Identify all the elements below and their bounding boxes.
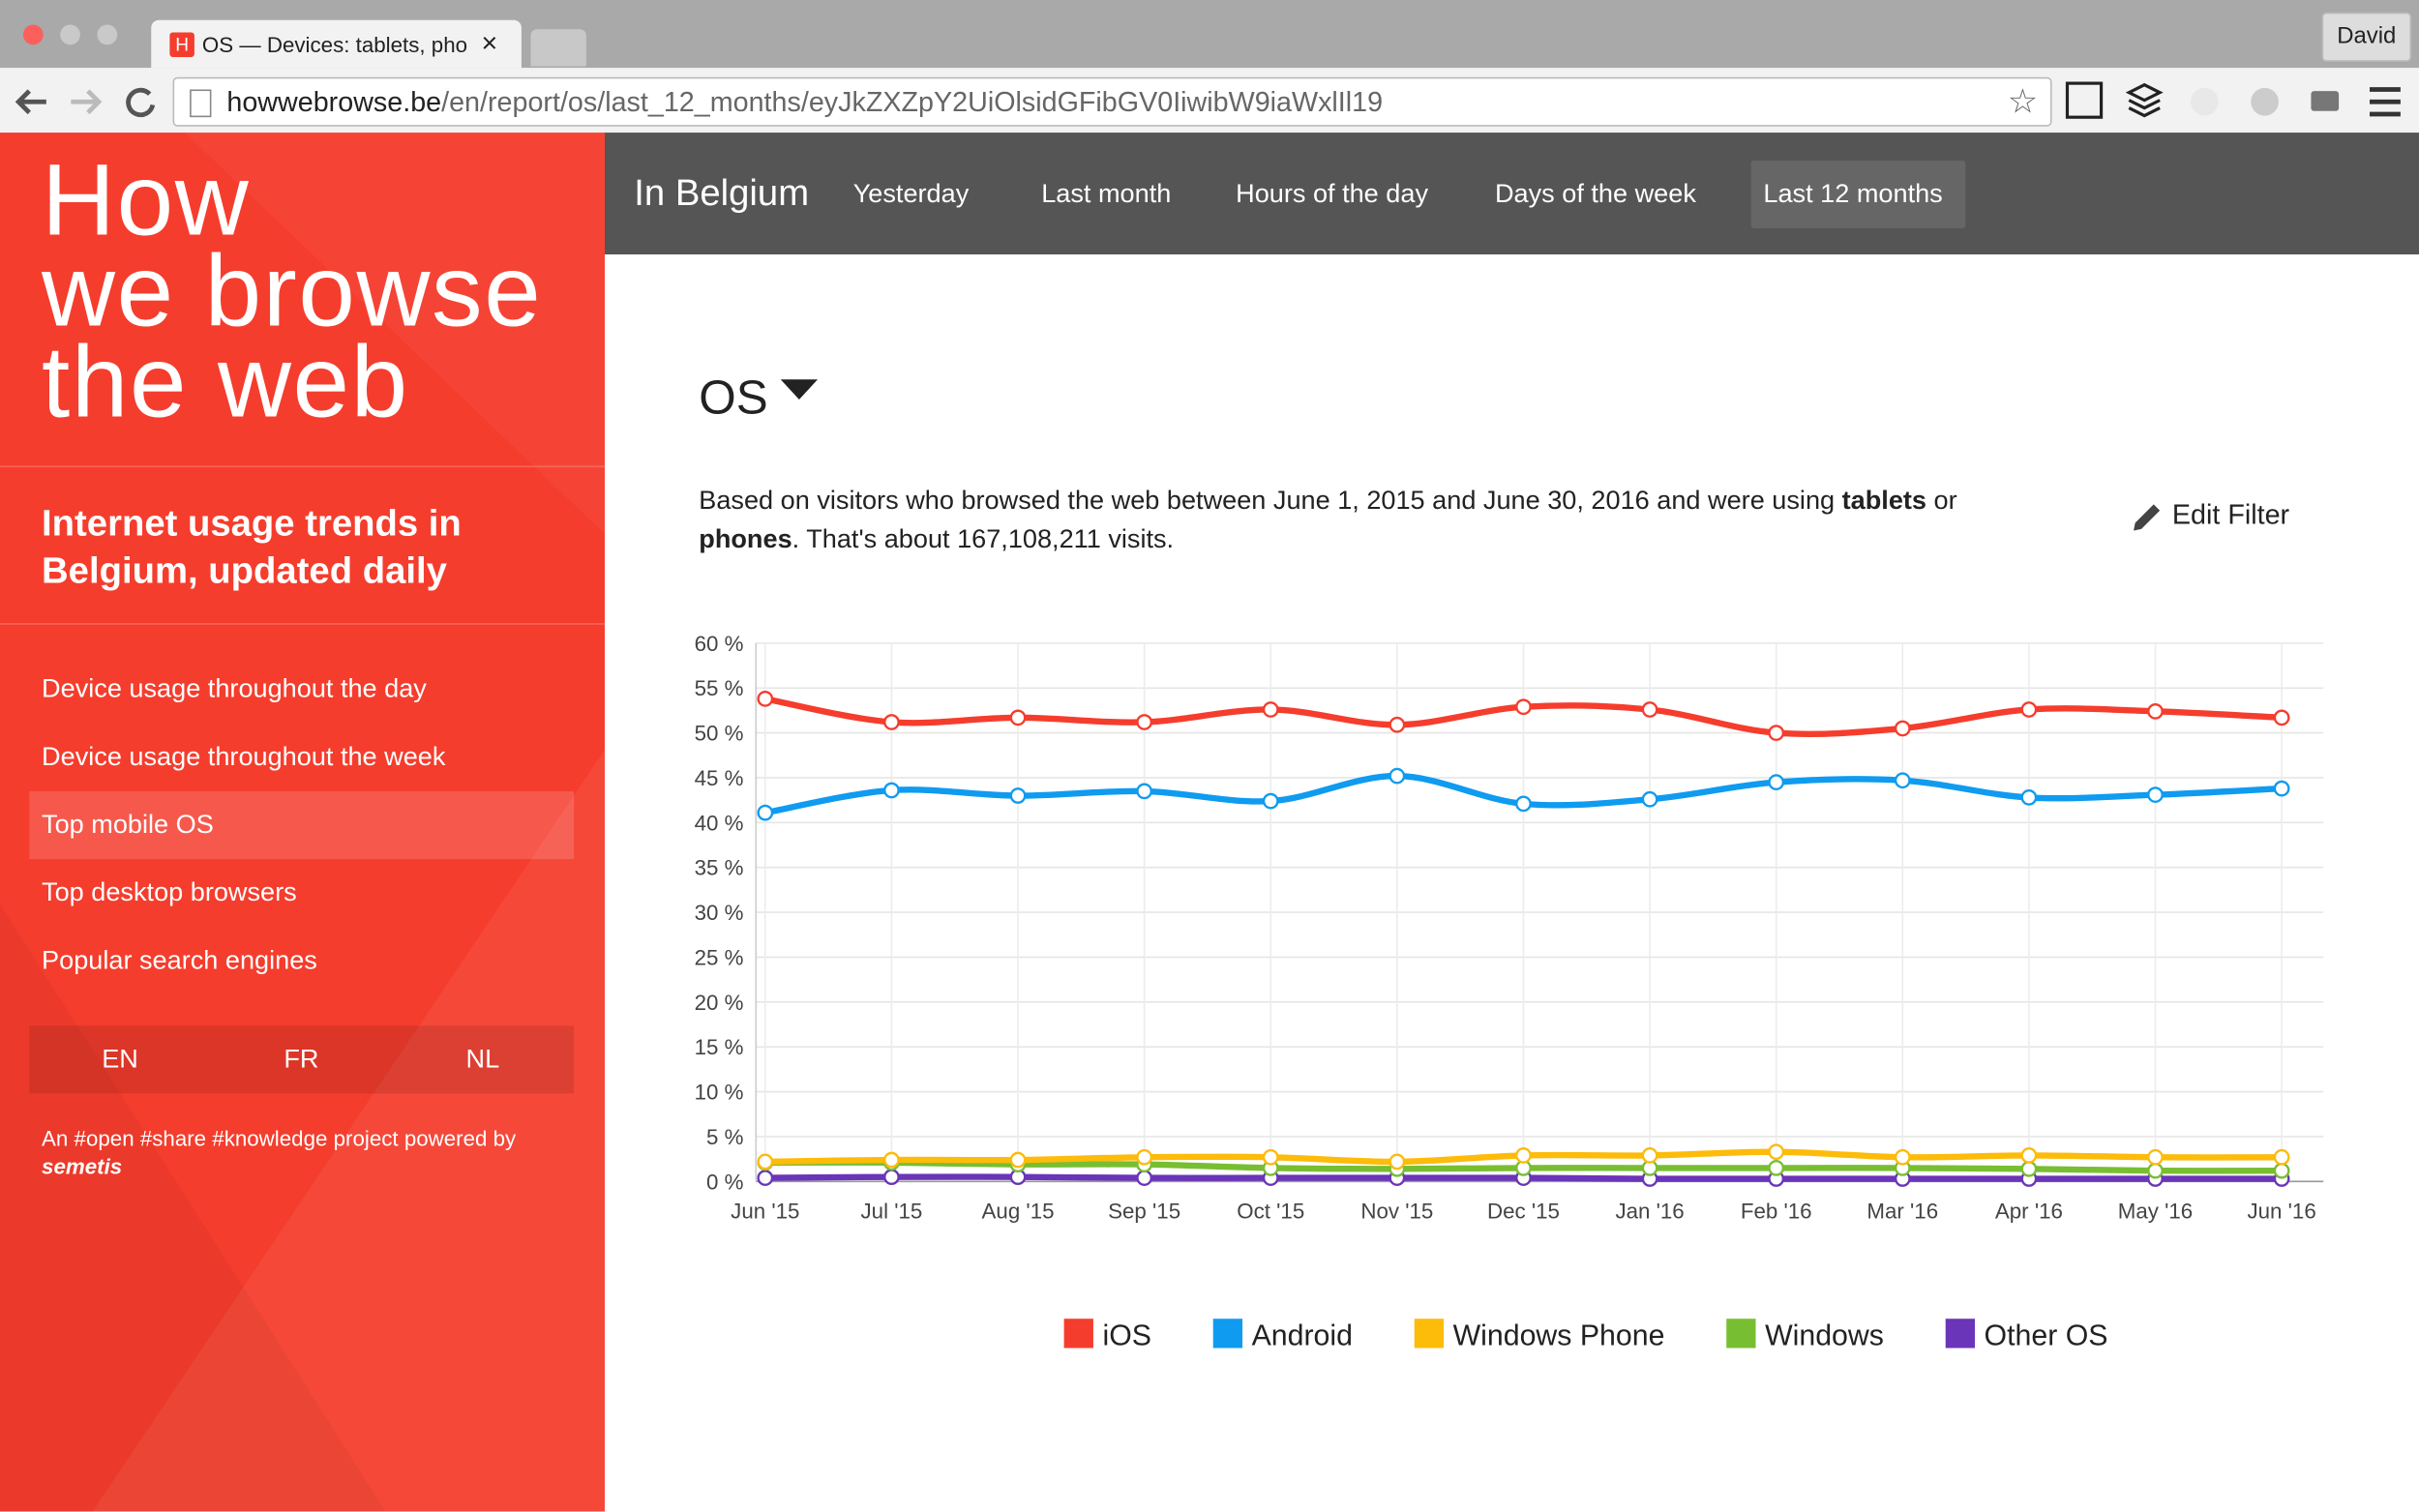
footer-text: An #open #share #knowledge project power… xyxy=(42,1125,517,1151)
ext-icon[interactable] xyxy=(2125,82,2164,118)
description: Based on visitors who browsed the web be… xyxy=(699,481,2056,558)
tagline: Internet usage trends in Belgium, update… xyxy=(42,502,462,593)
ext-icon[interactable] xyxy=(2311,91,2340,111)
ext-icon[interactable] xyxy=(2065,81,2104,119)
tab[interactable]: H OS — Devices: tablets, pho × xyxy=(151,19,522,69)
menu-item[interactable]: Popular search engines xyxy=(42,945,317,975)
tab-close[interactable]: × xyxy=(481,27,498,59)
sidebar: How we browse the web Internet usage tre… xyxy=(0,133,606,1512)
menu-item[interactable]: Device usage throughout the week xyxy=(42,741,446,772)
forward-button[interactable] xyxy=(71,89,103,115)
bookmark-star[interactable]: ☆ xyxy=(2007,81,2039,121)
description-bold: phones xyxy=(699,524,792,554)
nav-active-bg xyxy=(1750,160,1966,228)
nav-link[interactable]: Yesterday xyxy=(852,178,970,209)
language-button[interactable]: NL xyxy=(465,1044,500,1074)
menu-button[interactable] xyxy=(2369,87,2401,117)
logo[interactable]: semetis xyxy=(42,1153,123,1179)
address-bar[interactable]: howwebrowse.be/en/report/os/last_12_mont… xyxy=(172,76,2052,127)
menu-item-active[interactable]: Top mobile OS xyxy=(42,810,214,840)
nav-link[interactable]: Hours of the day xyxy=(1236,178,1429,209)
heading-text: OS xyxy=(699,370,768,425)
close-button[interactable] xyxy=(22,24,44,45)
nav-link[interactable]: Days of the week xyxy=(1494,178,1696,209)
dropdown-arrow xyxy=(780,379,818,400)
footer: An #open #share #knowledge project power… xyxy=(42,1124,551,1179)
back-button[interactable] xyxy=(15,89,46,115)
top-nav xyxy=(605,133,2419,255)
pencil-icon xyxy=(2134,504,2161,531)
url-host: howwebrowse.be xyxy=(226,86,442,118)
page-icon xyxy=(190,89,212,118)
new-tab[interactable] xyxy=(530,29,586,67)
main xyxy=(605,254,2419,1512)
url-path: /en/report/os/last_12_months/eyJkZXZpY2U… xyxy=(441,86,1384,118)
sidebar-decoration xyxy=(0,133,606,1512)
zoom-button[interactable] xyxy=(97,24,118,45)
edit-filter[interactable]: Edit Filter xyxy=(2129,498,2289,535)
title-line: we browse xyxy=(42,232,543,347)
language-button[interactable]: FR xyxy=(284,1044,319,1074)
edit-filter-label: Edit Filter xyxy=(2171,499,2290,531)
user-button[interactable]: David xyxy=(2321,12,2412,62)
menu-item[interactable]: Top desktop browsers xyxy=(42,877,297,907)
description-text: . That's about 167,108,211 visits. xyxy=(791,524,1175,554)
tab-icon: H xyxy=(169,32,194,57)
description-text: Based on visitors who browsed the web be… xyxy=(699,486,1842,516)
divider xyxy=(0,465,606,468)
reload-button[interactable] xyxy=(126,87,156,118)
nav-link[interactable]: Last month xyxy=(1041,178,1172,209)
site-title[interactable]: How we browse the web xyxy=(42,141,543,438)
nav-link-active[interactable]: Last 12 months xyxy=(1763,178,1943,209)
tab-title: OS — Devices: tablets, pho xyxy=(201,32,468,57)
ext-icon[interactable] xyxy=(2191,87,2219,116)
report-heading[interactable]: OS xyxy=(699,370,818,426)
title-line: How xyxy=(42,141,251,256)
language-switcher: EN FR NL xyxy=(29,1025,575,1094)
menu-item[interactable]: Device usage throughout the day xyxy=(42,673,427,704)
description-bold: tablets xyxy=(1841,486,1927,516)
nav-buttons xyxy=(15,87,156,118)
minimize-button[interactable] xyxy=(60,24,80,45)
language-button[interactable]: EN xyxy=(102,1044,138,1074)
title-line: the web xyxy=(42,323,409,438)
divider xyxy=(0,623,606,625)
extensions xyxy=(2065,81,2401,119)
region[interactable]: In Belgium xyxy=(634,172,810,215)
menu-highlight xyxy=(29,790,575,860)
ext-icon[interactable] xyxy=(2251,87,2279,116)
description-text: or xyxy=(1926,486,1957,516)
